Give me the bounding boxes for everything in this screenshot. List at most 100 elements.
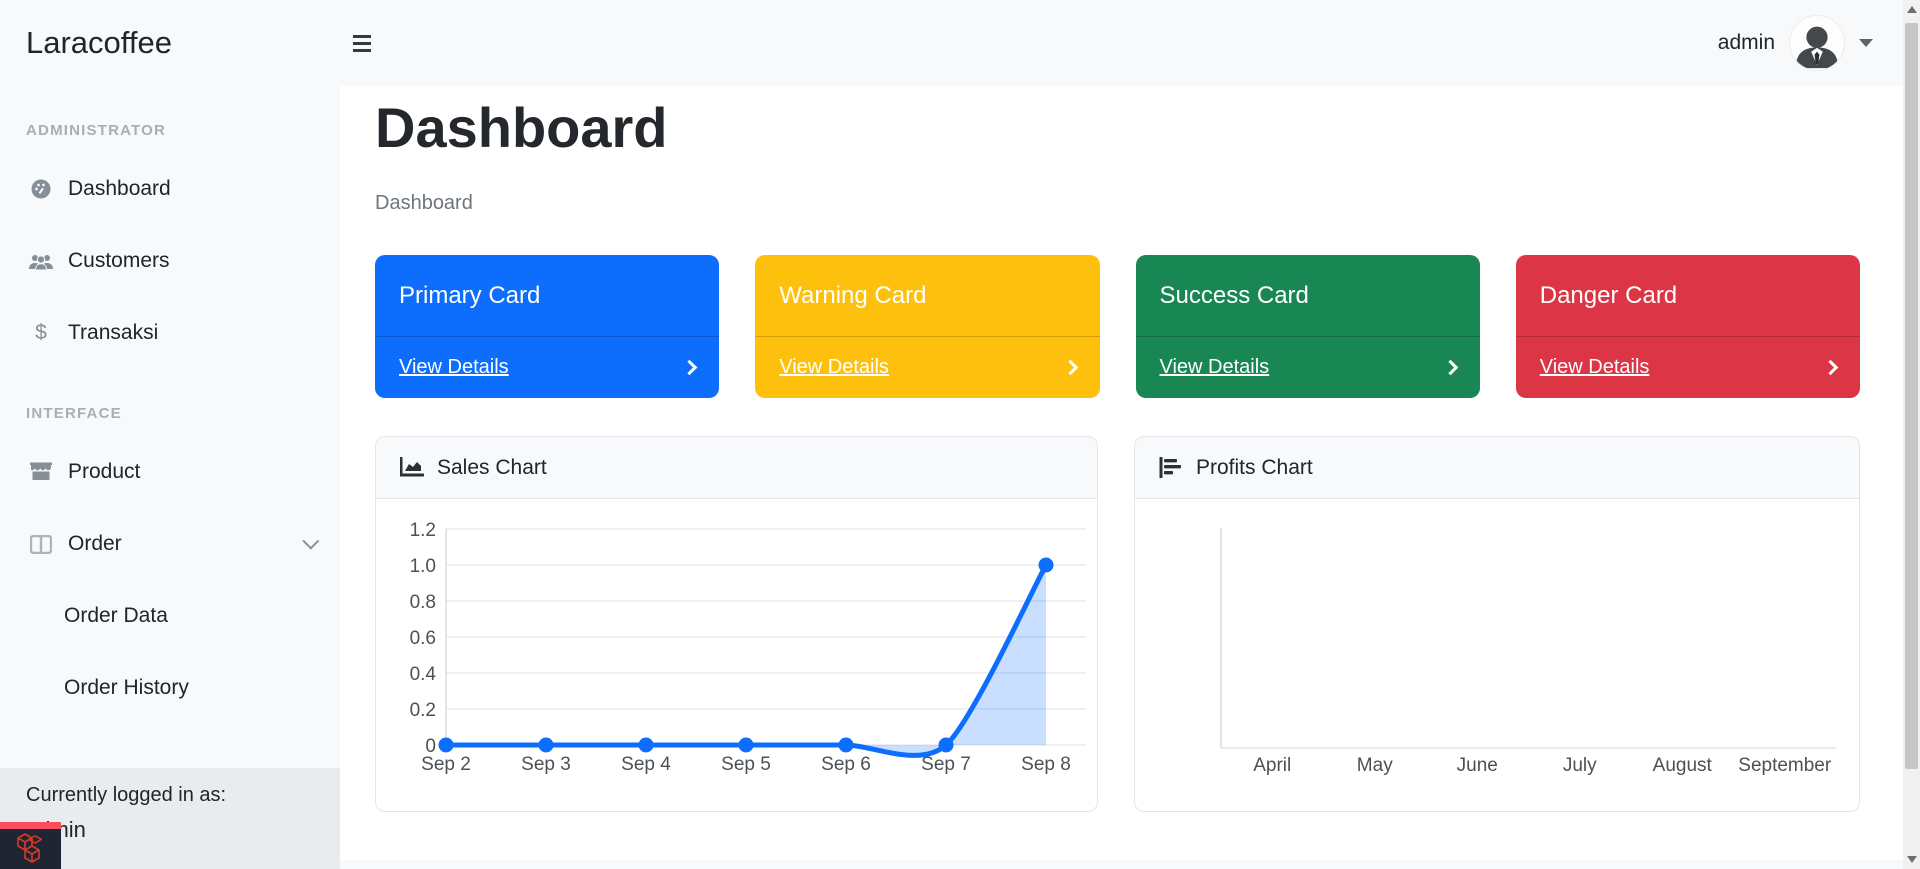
sales-chart-title: Sales Chart [437,455,547,479]
main-content: Dashboard Dashboard Primary Card View De… [340,86,1903,869]
profits-chart-header: Profits Chart [1135,437,1859,500]
sidebar: Laracoffee ADMINISTRATOR Dashboard Custo… [0,0,340,869]
card-footer: View Details [755,336,1100,398]
scroll-down-icon [1906,856,1917,863]
svg-text:Sep 5: Sep 5 [721,754,771,775]
profits-chart-plot: April May June July August September [1135,499,1859,812]
sidebar-subitem-label: Order Data [64,604,168,627]
svg-text:0: 0 [425,736,436,757]
view-details-link[interactable]: View Details [1539,356,1650,379]
scroll-up-icon [1906,6,1917,13]
sales-chart-plot: 0 0.2 0.4 0.6 0.8 1.0 1.2 Sep 2 Sep 3 Sep 4 Sep 5 S… [376,499,1097,812]
svg-text:Sep 6: Sep 6 [821,754,871,775]
card-footer: View Details [1135,336,1480,398]
breadcrumb: Dashboard [375,192,473,215]
page-title: Dashboard [375,96,668,159]
svg-text:Sep 2: Sep 2 [421,754,471,775]
profits-chart-card: Profits Chart April May June July August Sept… [1134,436,1860,813]
sidebar-item-dashboard[interactable]: Dashboard [0,153,340,225]
sidebar-item-product[interactable]: Product [0,436,340,508]
sidebar-footer: Currently logged in as: admin [0,768,340,869]
scrollbar-thumb[interactable] [1905,23,1918,769]
page-footer-strip [340,860,1903,869]
columns-icon [26,534,56,554]
sidebar-item-order-history[interactable]: Order History [0,652,340,724]
card-title: Warning Card [779,281,927,309]
sidebar-heading-administrator: ADMINISTRATOR [26,122,167,139]
username-label: admin [1717,31,1775,54]
svg-text:0.2: 0.2 [410,700,436,721]
chart-area-icon [400,457,424,478]
svg-text:1.0: 1.0 [410,556,436,577]
view-details-link[interactable]: View Details [1159,356,1270,379]
svg-text:June: June [1457,755,1498,776]
svg-text:0.4: 0.4 [410,664,437,685]
svg-text:0.8: 0.8 [410,592,436,613]
chevron-right-icon [1442,360,1459,376]
sidebar-item-label: Customers [68,249,170,272]
card-footer: View Details [1515,336,1860,398]
svg-text:July: July [1563,755,1597,776]
caret-down-icon [1859,39,1873,47]
svg-text:1.2: 1.2 [410,520,436,541]
profits-chart-title: Profits Chart [1196,455,1313,479]
card-title: Success Card [1159,281,1309,309]
chevron-right-icon [1062,360,1078,376]
svg-text:Sep 3: Sep 3 [521,754,571,775]
users-icon [26,251,56,271]
sidebar-item-label: Transaksi [68,321,159,344]
sidebar-item-customers[interactable]: Customers [0,225,340,297]
sidebar-item-label: Dashboard [68,177,171,200]
chart-bar-icon [1159,457,1183,479]
sidebar-item-label: Order [68,532,122,555]
svg-text:May: May [1357,755,1393,776]
sales-chart-header: Sales Chart [376,437,1097,500]
chevron-right-icon [1822,360,1839,376]
warning-card: Warning Card View Details [755,255,1100,399]
chevron-right-icon [681,360,698,376]
laravel-debugbar-toggle[interactable] [0,822,61,869]
charts-row: Sales Chart 0 0.2 0.4 0.6 0.8 1.0 1.2 Sep 2 Sep … [375,436,1860,813]
sidebar-item-order-data[interactable]: Order Data [0,580,340,652]
tachometer-icon [26,178,56,200]
dollar-sign-icon: $ [35,321,47,344]
stat-cards-row: Primary Card View Details Warning Card V… [375,255,1860,399]
vertical-scrollbar [1903,0,1920,869]
sidebar-item-order[interactable]: Order [0,508,340,580]
scroll-down-button[interactable] [1903,851,1920,868]
svg-text:0.6: 0.6 [410,628,436,649]
svg-text:Sep 4: Sep 4 [621,754,671,775]
primary-card: Primary Card View Details [375,255,720,399]
brand-link[interactable]: Laracoffee [0,0,340,86]
user-dropdown[interactable]: admin [1718,15,1873,71]
sidebar-toggle-button[interactable] [353,23,393,63]
scroll-up-button[interactable] [1903,1,1920,18]
sidebar-item-label: Product [68,460,141,483]
svg-text:Sep 8: Sep 8 [1021,754,1071,775]
card-title: Danger Card [1539,281,1678,309]
view-details-link[interactable]: View Details [779,356,889,379]
brand-label: Laracoffee [26,25,172,60]
avatar [1789,15,1845,71]
view-details-link[interactable]: View Details [399,356,509,379]
svg-text:August: August [1653,755,1713,776]
chevron-down-icon [302,532,320,550]
success-card: Success Card View Details [1135,255,1480,399]
store-icon [26,462,56,482]
card-title: Primary Card [399,281,541,309]
laravel-logo-icon [13,830,49,869]
logged-in-user: admin [26,817,314,843]
sidebar-heading-interface: INTERFACE [26,405,122,422]
svg-text:April: April [1253,755,1291,776]
sidebar-item-transaksi[interactable]: $ Transaksi [0,297,340,369]
svg-text:September: September [1738,755,1832,776]
danger-card: Danger Card View Details [1515,255,1860,399]
hamburger-icon [353,34,371,38]
logged-in-label: Currently logged in as: [26,784,227,806]
sales-chart-card: Sales Chart 0 0.2 0.4 0.6 0.8 1.0 1.2 Sep 2 Sep … [375,436,1098,813]
card-footer: View Details [375,336,720,398]
svg-text:Sep 7: Sep 7 [921,754,971,775]
sidebar-subitem-label: Order History [64,676,189,699]
top-navbar: admin [340,0,1903,86]
